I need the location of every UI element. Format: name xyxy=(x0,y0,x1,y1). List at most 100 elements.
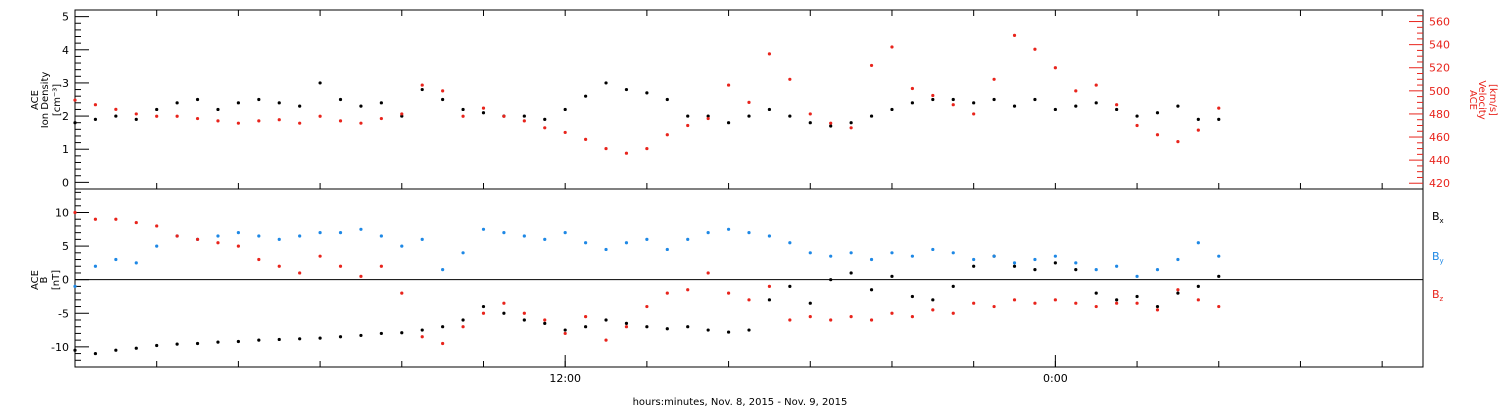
bottom-series-0-point xyxy=(522,318,526,322)
bottom-series-2-point xyxy=(726,291,731,295)
top-series-0-point xyxy=(1115,107,1119,112)
bottom-series-2-point xyxy=(910,315,914,319)
bottom-series-0-point xyxy=(1135,294,1139,299)
bottom-series-0-point xyxy=(1196,284,1200,288)
bottom-series-1-point xyxy=(788,241,792,245)
bottom-series-2-point xyxy=(195,237,200,241)
top-series-1-point xyxy=(318,114,322,118)
bottom-series-2-point xyxy=(155,224,159,228)
bottom-series-2-point xyxy=(604,338,608,342)
top-series-1-point xyxy=(543,126,547,130)
bottom-series-0-point xyxy=(1053,261,1057,265)
legend-bz-main: B xyxy=(1432,288,1440,301)
bottom-series-0-point xyxy=(829,278,833,282)
top-series-1-point xyxy=(951,103,955,107)
top-series-1-point xyxy=(686,123,690,128)
bottom-series-1-point xyxy=(257,234,261,238)
top-ytick-label-0: 0 xyxy=(62,176,69,189)
bottom-series-0-point xyxy=(502,311,506,315)
bottom-series-0-point xyxy=(686,325,690,329)
top-ytick-label-5: 5 xyxy=(62,11,69,24)
bottom-series-1-point xyxy=(216,234,220,238)
top-series-0-point xyxy=(972,101,976,105)
bottom-series-0-point xyxy=(584,325,588,329)
bottom-series-0-point xyxy=(318,336,322,340)
top-right-axis: 420 440 460 480 500 520 540 560 xyxy=(1409,15,1450,190)
top-ylabel-line-1: ACE xyxy=(30,90,41,110)
bottom-series-2-point xyxy=(829,318,833,322)
top-series-1-point xyxy=(767,52,772,56)
bottom-series-1-point xyxy=(829,254,833,258)
bottom-series-1-point xyxy=(584,241,588,245)
bottom-series-1-point xyxy=(481,227,486,231)
bottom-series-0-point xyxy=(972,264,976,268)
bottom-series-2-point xyxy=(1155,308,1160,312)
bottom-series-2-point xyxy=(379,264,383,268)
bottom-ytick-label-2: 0 xyxy=(62,274,69,287)
x-axis-label: hours:minutes, Nov. 8, 2015 - Nov. 9, 20… xyxy=(633,397,848,408)
bottom-series-2-point xyxy=(175,234,179,238)
top-series-1-point xyxy=(788,77,792,81)
top-series-1-point xyxy=(338,119,343,123)
top-series-1-point xyxy=(400,112,404,116)
top-series-1-point xyxy=(931,93,935,98)
bottom-series-0-point xyxy=(175,342,179,346)
top-y2tick-label-5: 520 xyxy=(1429,62,1450,75)
bottom-series-0-point xyxy=(1115,298,1119,302)
top-series-0-point xyxy=(584,94,588,98)
top-y2tick-label-2: 460 xyxy=(1429,131,1450,144)
top-series-0-point xyxy=(788,114,792,118)
bottom-series-0-point xyxy=(298,337,302,341)
top-series-1-point xyxy=(359,121,363,125)
top-series-0-point xyxy=(951,97,955,102)
top-series-1-point xyxy=(461,114,465,118)
bottom-series-2-point xyxy=(624,325,629,329)
top-series-0-point xyxy=(1053,107,1057,112)
bottom-series-0-point xyxy=(788,284,792,288)
top-series-1-point xyxy=(1115,103,1119,107)
top-series-1-point xyxy=(1135,123,1139,128)
bottom-series-0-point xyxy=(277,337,281,342)
bottom-series-2-point xyxy=(686,288,690,292)
bottom-series-2-point xyxy=(93,217,98,221)
top-series-1-point xyxy=(420,83,424,87)
bottom-series-1-point xyxy=(890,251,894,255)
top-ytick-label-1: 1 xyxy=(62,143,69,156)
bottom-panel-frame xyxy=(74,188,1424,368)
bottom-series-0-point xyxy=(849,271,853,275)
top-series-0-point xyxy=(1196,117,1200,121)
top-series-0-point xyxy=(1176,104,1180,108)
top-series-0-point xyxy=(522,114,526,118)
top-series-0-point xyxy=(318,81,322,85)
bottom-series-2-point xyxy=(645,304,649,309)
bottom-left-axis: -10 -5 0 5 10 xyxy=(51,191,89,361)
velocity-ylabel-line-2: Velocity xyxy=(1476,80,1487,119)
bottom-series-1-point xyxy=(522,234,526,238)
bottom-series-2-point xyxy=(1094,304,1098,309)
bottom-series-0-point xyxy=(73,348,77,352)
bottom-series-0-point xyxy=(767,298,772,302)
bottom-series-1-point xyxy=(1155,268,1160,272)
velocity-ylabel-line-3: [km/s] xyxy=(1487,84,1498,116)
bottom-series-2-point xyxy=(318,254,322,258)
bottom-series-2-point xyxy=(502,301,506,305)
legend-by-main: B xyxy=(1432,250,1440,263)
bottom-series-1-point xyxy=(1196,241,1200,245)
top-series-0-point xyxy=(420,87,424,92)
bottom-series-1-point xyxy=(420,237,424,241)
bottom-series-2-point xyxy=(1012,298,1017,302)
top-series-0-point xyxy=(277,101,281,105)
bottom-series-2-point xyxy=(1053,298,1057,302)
top-series-1-point xyxy=(1012,33,1017,38)
bottom-series-1-point xyxy=(359,227,363,231)
top-series-0-point xyxy=(1217,117,1221,121)
legend-bx: Bx xyxy=(1432,210,1444,225)
b-ylabel-line-1: ACE xyxy=(30,270,41,290)
bottom-series-0-point xyxy=(931,298,935,302)
top-series-0-point xyxy=(645,91,649,95)
bottom-series-1-point xyxy=(849,251,853,255)
bottom-series-0-point xyxy=(563,328,567,332)
top-series-1-point xyxy=(563,130,567,135)
top-series-1-point xyxy=(379,116,383,121)
top-series-1-point xyxy=(175,114,179,118)
